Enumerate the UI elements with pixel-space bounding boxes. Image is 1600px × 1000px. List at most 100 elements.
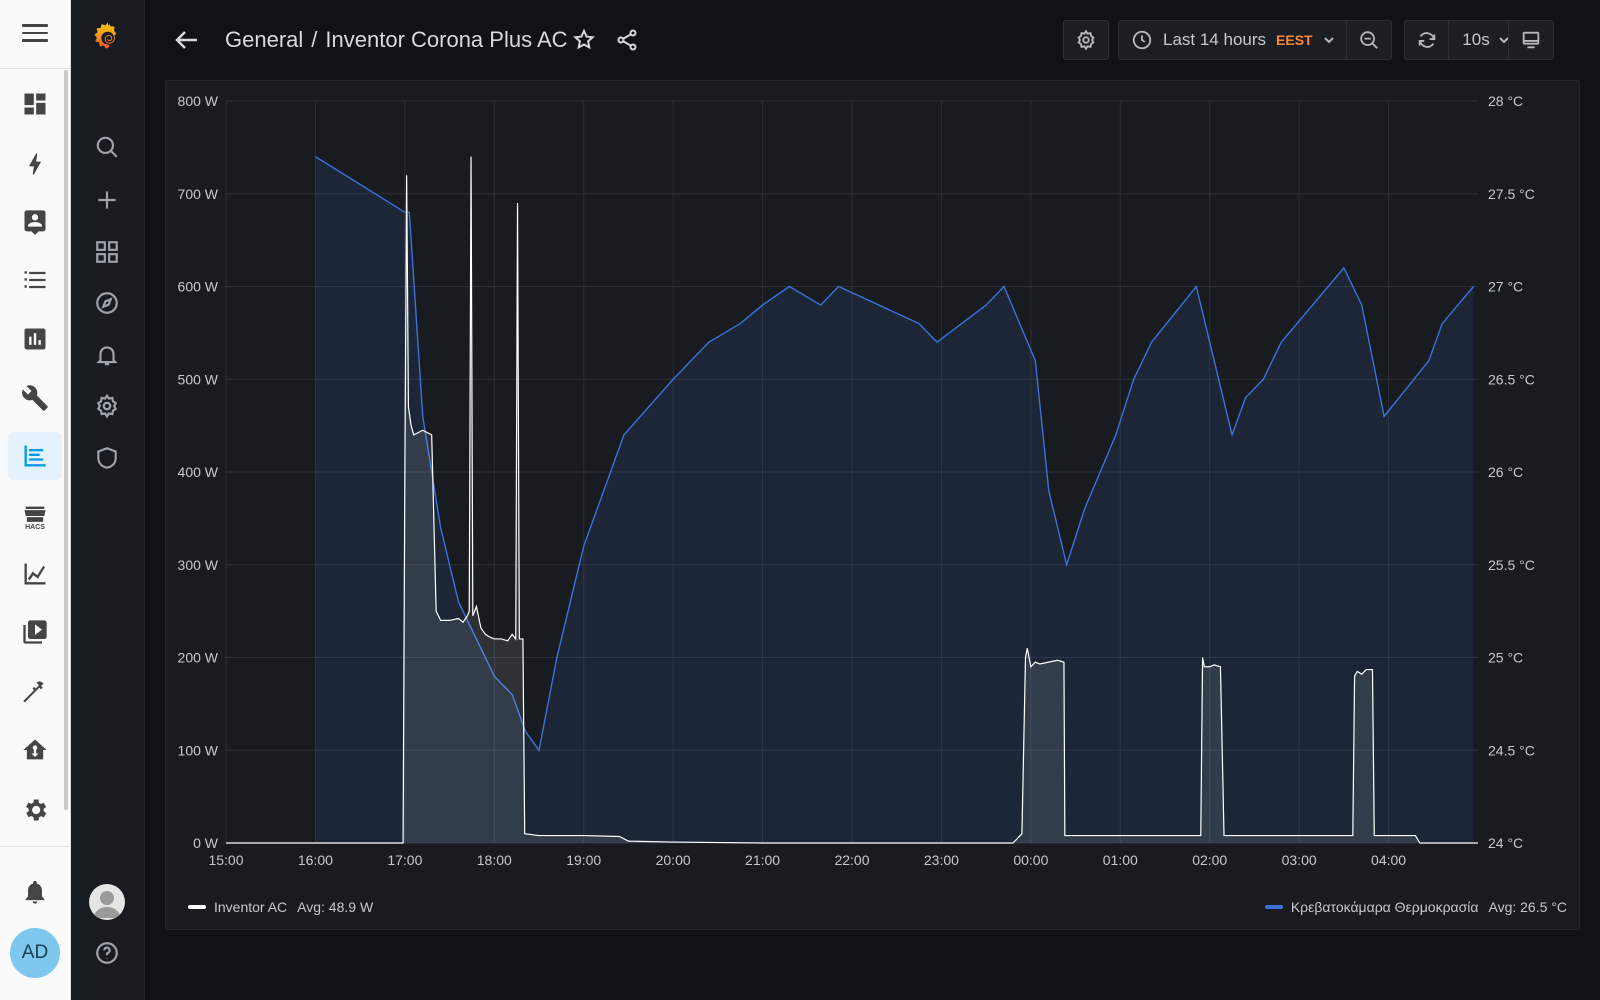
legend-series-avg: Avg: 26.5 °C [1488,899,1568,915]
timeseries-chart[interactable]: 0 W 100 W 200 W 300 W 400 W 500 W 600 W 700 W 80… [166,81,1581,931]
y-right-tick-label: 24.5 °C [1488,742,1535,758]
time-range-picker[interactable]: Last 14 hours EEST [1118,20,1346,60]
y-left-tick-label: 800 W [178,93,219,109]
back-button[interactable] [173,26,201,54]
ha-sidebar: HACS AD [0,0,71,1000]
temperature-series-line[interactable] [315,156,1475,752]
y-left-tick-label: 400 W [178,464,219,480]
sidebar-scrollbar[interactable] [64,70,68,810]
x-tick-label: 21:00 [745,852,780,868]
settings-icon[interactable] [8,786,62,834]
star-icon [573,28,595,50]
x-tick-label: 20:00 [656,852,691,868]
breadcrumb-folder[interactable]: General [225,27,304,52]
breadcrumb-separator: / [311,27,318,52]
y-right-tick-label: 25 °C [1488,650,1523,666]
y-left-tick-label: 300 W [178,557,219,573]
statistics-icon[interactable] [8,550,62,598]
legend-swatch [1264,905,1283,909]
y-left-tick-label: 700 W [178,186,219,202]
overview-icon[interactable] [8,80,62,128]
legend-item-temperature[interactable]: Κρεβατοκάμαρα Θερμοκρασία Avg: 26.5 °C [1264,899,1568,915]
graph-panel: 0 W 100 W 200 W 300 W 400 W 500 W 600 W 700 W 80… [165,80,1580,930]
breadcrumb: General / Inventor Corona Plus AC [225,27,568,53]
power-series-line[interactable] [226,156,1478,844]
y-right-tick-label: 26.5 °C [1488,371,1535,387]
temperature-area-fill [315,156,1474,843]
y-left-tick-label: 600 W [178,279,219,295]
y-right-tick-label: 27 °C [1488,279,1523,295]
logbook-icon[interactable] [8,198,62,246]
y-right-tick-label: 27.5 °C [1488,186,1535,202]
x-tick-label: 17:00 [387,852,422,868]
time-range-label: Last 14 hours [1163,30,1267,49]
sidebar-divider [0,68,71,69]
refresh-button[interactable] [1404,20,1448,60]
x-tick-label: 18:00 [477,852,512,868]
clock-icon [1132,30,1152,50]
legend-series-avg: Avg: 48.9 W [297,899,374,915]
energy-icon[interactable] [8,140,62,188]
user-avatar[interactable]: AD [10,928,60,978]
dashboard-settings-button[interactable] [1063,20,1109,60]
dashboard-topbar: General / Inventor Corona Plus AC Last 14 … [145,0,1600,80]
x-tick-label: 23:00 [924,852,959,868]
x-tick-label: 03:00 [1282,852,1317,868]
arrow-left-icon [175,31,197,49]
grafana-user-avatar[interactable] [89,884,125,920]
y-right-tick-label: 28 °C [1488,93,1523,109]
share-icon [617,29,637,51]
configuration-icon[interactable] [90,389,124,423]
media-icon[interactable] [8,608,62,656]
chevron-down-icon [1323,37,1334,44]
hacs-label: HACS [25,524,45,531]
help-icon[interactable] [90,936,124,970]
create-icon[interactable] [90,183,124,217]
server-admin-shield-icon[interactable] [90,441,124,475]
y-left-tick-label: 200 W [178,650,219,666]
hacs-icon[interactable]: HACS [8,492,62,540]
x-tick-label: 16:00 [298,852,333,868]
y-right-tick-label: 24 °C [1488,835,1523,851]
legend-series-name: Κρεβατοκάμαρα Θερμοκρασία [1290,899,1479,915]
tools-icon[interactable] [8,374,62,422]
legend-swatch [188,905,206,909]
sidebar-divider [0,846,71,847]
cycle-view-mode-button[interactable] [1508,20,1554,60]
zoom-out-button[interactable] [1346,20,1392,60]
explore-icon[interactable] [90,286,124,320]
x-tick-label: 01:00 [1103,852,1138,868]
x-tick-label: 00:00 [1013,852,1048,868]
timezone-label: EEST [1276,32,1313,48]
chevron-down-icon [1498,37,1509,44]
todo-list-icon[interactable] [8,256,62,304]
user-initials: AD [21,942,49,963]
dashboard-title[interactable]: Inventor Corona Plus AC [325,27,568,52]
notifications-icon[interactable] [8,868,62,916]
refresh-interval-label: 10s [1462,30,1490,49]
x-tick-label: 02:00 [1192,852,1227,868]
y-right-tick-label: 25.5 °C [1488,557,1535,573]
y-left-tick-label: 100 W [178,742,219,758]
home-automation-icon[interactable] [8,726,62,774]
alerting-icon[interactable] [90,338,124,372]
x-tick-label: 15:00 [208,852,243,868]
grafana-icon[interactable] [8,432,62,480]
mark-favorite-button[interactable] [572,28,596,52]
dashboards-icon[interactable] [90,235,124,269]
monitor-icon [1522,31,1540,49]
history-icon[interactable] [8,315,62,363]
legend-item-power[interactable]: Inventor AC Avg: 48.9 W [188,899,373,915]
y-left-tick-label: 500 W [178,371,219,387]
x-tick-label: 19:00 [566,852,601,868]
zoom-out-icon [1360,31,1378,49]
x-tick-label: 22:00 [834,852,869,868]
share-button[interactable] [615,28,639,52]
developer-tools-icon[interactable] [8,668,62,716]
grafana-logo-icon[interactable] [89,18,127,58]
y-left-tick-label: 0 W [193,835,219,851]
legend-series-name: Inventor AC [214,899,288,915]
menu-icon[interactable] [22,24,48,44]
gear-icon [1077,29,1095,51]
search-icon[interactable] [90,130,124,164]
